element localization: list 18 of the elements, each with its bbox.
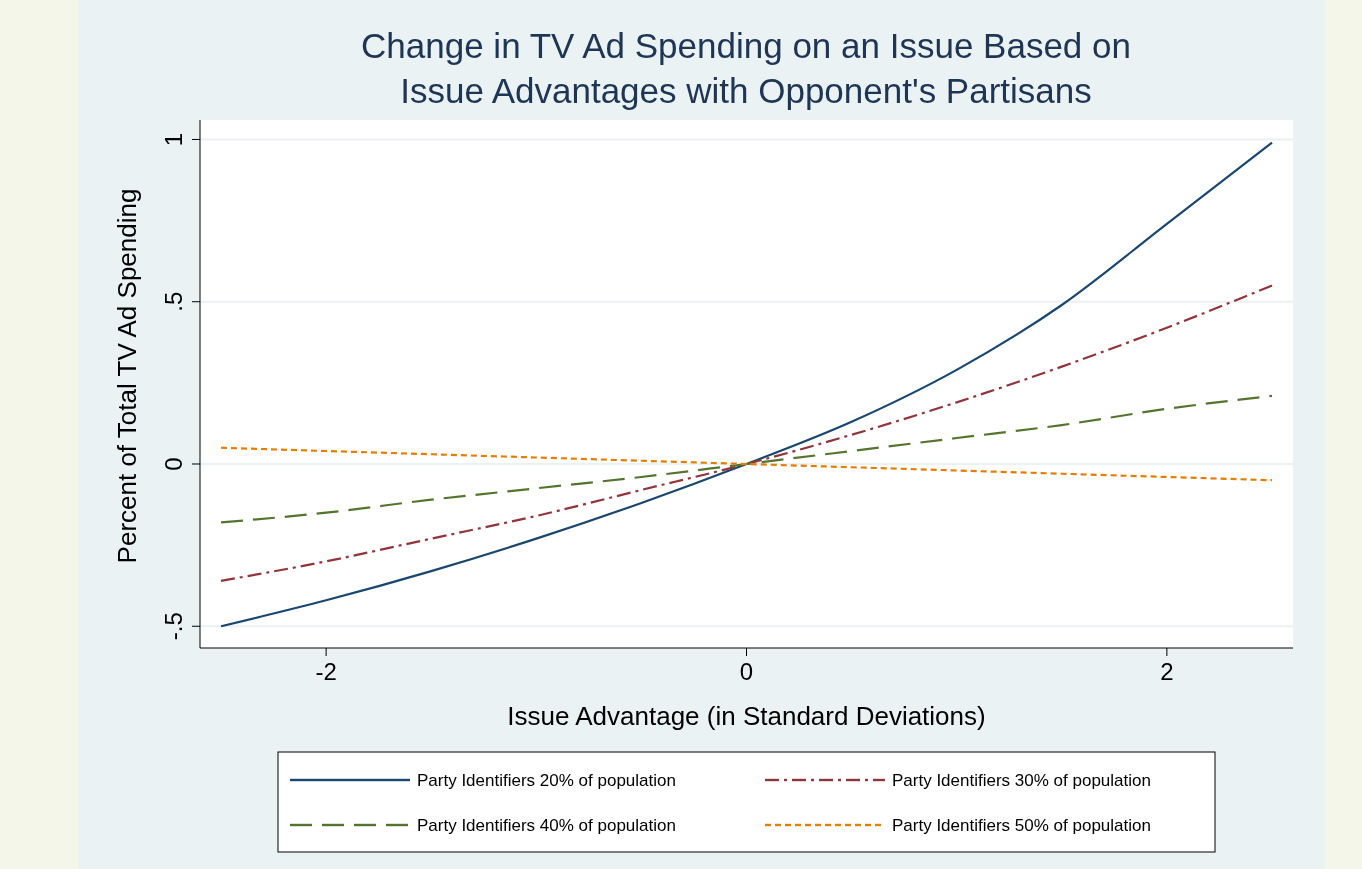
x-tick-label: -2 [315,658,337,685]
y-tick-label: .5 [160,291,187,312]
y-tick-label: 1 [160,132,187,147]
line-series [219,446,1274,482]
chart-title: Change in TV Ad Spending on an Issue Based on Issue Advantages with Opponent's Partisans [361,26,1131,110]
line-series [219,141,1274,628]
x-tick-label: 2 [1160,658,1174,685]
legend-label: Party Identifiers 40% of population [417,816,676,835]
x-axis-title: Issue Advantage (in Standard Deviations) [507,701,986,731]
x-tick-label: 0 [739,658,754,685]
line-series [219,394,1274,524]
y-tick-label: 0 [160,457,187,471]
y-tick-label: -.5 [160,612,187,641]
y-axis-title: Percent of Total TV Ad Spending [112,188,142,564]
legend-label: Party Identifiers 20% of population [417,771,676,790]
line-series [219,284,1274,582]
legend-label: Party Identifiers 30% of population [892,771,1151,790]
legend-label: Party Identifiers 50% of population [892,816,1151,835]
